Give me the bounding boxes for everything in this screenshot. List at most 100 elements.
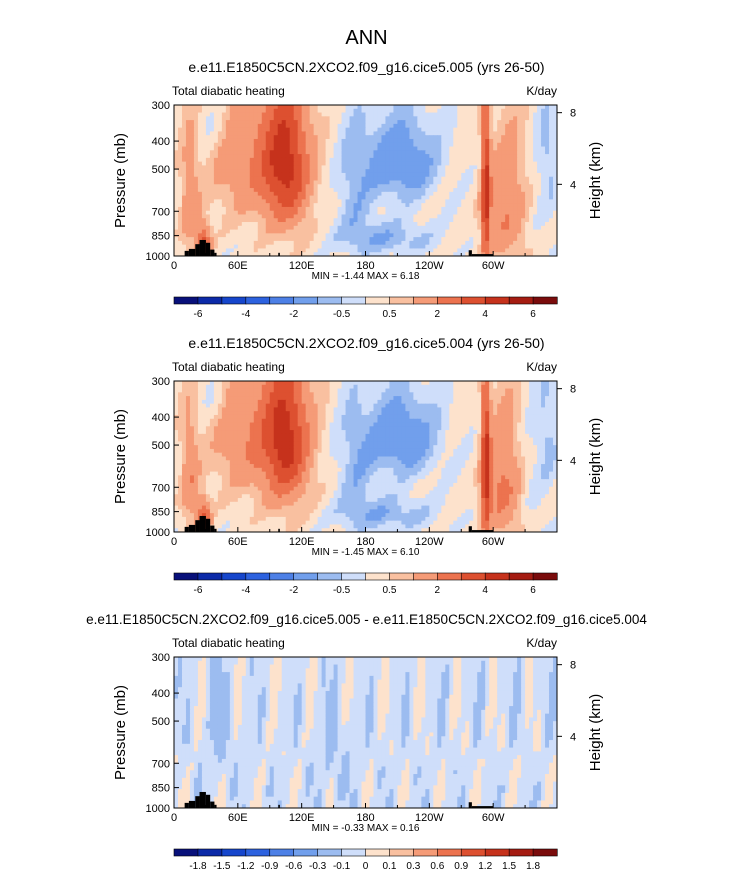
heatmap-cell	[181, 195, 187, 200]
heatmap-cell	[341, 105, 347, 110]
heatmap-cell	[525, 108, 530, 114]
heatmap-cell	[301, 407, 307, 412]
heatmap-cell	[181, 184, 187, 189]
heatmap-cell	[345, 237, 351, 242]
heatmap-cell	[189, 150, 195, 155]
heatmap-cell	[521, 135, 526, 140]
heatmap-cell	[285, 233, 291, 238]
heatmap-cell	[229, 105, 235, 110]
heatmap-cell	[341, 237, 347, 242]
heatmap-cell	[185, 191, 191, 197]
heatmap-cell	[389, 169, 394, 174]
stats-text: MIN = -1.44 MAX = 6.18	[312, 271, 420, 282]
x-tick-label: 180	[356, 260, 374, 272]
heatmap-cell	[393, 407, 398, 412]
heatmap-cell	[377, 184, 382, 189]
heatmap-cell	[229, 422, 235, 427]
heatmap-cell	[174, 165, 179, 170]
heatmap-cell	[189, 108, 195, 114]
heatmap-cell	[277, 120, 283, 125]
heatmap-cell	[497, 384, 502, 390]
heatmap-cell	[385, 399, 390, 405]
heatmap-cell	[297, 222, 303, 227]
heatmap-cell	[257, 123, 263, 129]
heatmap-cell	[269, 411, 275, 416]
heatmap-cell	[513, 108, 518, 114]
heatmap-cell	[217, 244, 223, 249]
heatmap-cell	[229, 218, 235, 223]
heatmap-cell	[201, 403, 207, 408]
heatmap-cell	[325, 225, 331, 231]
heatmap-cell	[289, 248, 295, 253]
heatmap-cell	[485, 206, 490, 212]
heatmap-cell	[389, 123, 394, 129]
heatmap-cell	[461, 131, 466, 136]
heatmap-cell	[405, 180, 410, 185]
heatmap-cell	[401, 135, 406, 140]
heatmap-cell	[545, 138, 550, 144]
heatmap-cell	[317, 388, 323, 393]
heatmap-cell	[305, 142, 311, 148]
heatmap-cell	[253, 184, 259, 189]
heatmap-cell	[473, 188, 478, 193]
heatmap-cell	[545, 131, 550, 136]
heatmap-cell	[174, 411, 179, 416]
heatmap-cell	[473, 407, 478, 412]
heatmap-cell	[261, 199, 267, 204]
heatmap-cell	[341, 399, 347, 405]
heatmap-cell	[273, 225, 279, 231]
heatmap-cell	[489, 244, 494, 249]
heatmap-cell	[469, 407, 474, 412]
heatmap-cell	[221, 105, 227, 110]
heatmap-cell	[285, 396, 291, 401]
heatmap-cell	[481, 120, 486, 125]
heatmap-cell	[417, 188, 422, 193]
heatmap-cell	[433, 172, 438, 178]
heatmap-cell	[177, 154, 183, 159]
heatmap-cell	[449, 240, 454, 246]
heatmap-cell	[429, 384, 434, 390]
heatmap-cell	[269, 154, 275, 159]
heatmap-cell	[429, 388, 434, 393]
heatmap-cell	[549, 229, 554, 234]
heatmap-cell	[269, 418, 275, 424]
heatmap-cell	[353, 105, 359, 110]
heatmap-cell	[509, 203, 514, 208]
heatmap-cell	[293, 206, 299, 212]
heatmap-cell	[477, 233, 482, 238]
heatmap-cell	[441, 381, 446, 386]
heatmap-cell	[177, 407, 183, 412]
heatmap-cell	[405, 384, 410, 390]
heatmap-cell	[233, 157, 239, 163]
heatmap-cell	[501, 392, 506, 397]
heatmap-cell	[213, 188, 219, 193]
heatmap-cell	[369, 214, 374, 219]
heatmap-cell	[473, 203, 478, 208]
heatmap-cell	[421, 191, 426, 197]
heatmap-cell	[321, 105, 327, 110]
heatmap-cell	[361, 176, 366, 181]
heatmap-cell	[277, 161, 283, 166]
heatmap-cell	[353, 138, 359, 144]
heatmap-cell	[205, 135, 211, 140]
heatmap-cell	[309, 127, 315, 132]
heatmap-cell	[257, 154, 263, 159]
heatmap-cell	[285, 150, 291, 155]
heatmap-cell	[401, 138, 406, 144]
heatmap-cell	[465, 169, 470, 174]
heatmap-cell	[221, 388, 227, 393]
heatmap-cell	[369, 116, 374, 121]
heatmap-cell	[513, 210, 518, 215]
heatmap-cell	[325, 195, 331, 200]
heatmap-cell	[321, 229, 327, 234]
heatmap-cell	[401, 116, 406, 121]
heatmap-cell	[545, 188, 550, 193]
heatmap-cell	[174, 218, 179, 223]
heatmap-cell	[549, 188, 554, 193]
heatmap-cell	[305, 244, 311, 249]
heatmap-cell	[241, 180, 247, 185]
heatmap-cell	[177, 384, 183, 390]
heatmap-cell	[529, 105, 534, 110]
heatmap-cell	[481, 381, 486, 386]
heatmap-cell	[473, 169, 478, 174]
